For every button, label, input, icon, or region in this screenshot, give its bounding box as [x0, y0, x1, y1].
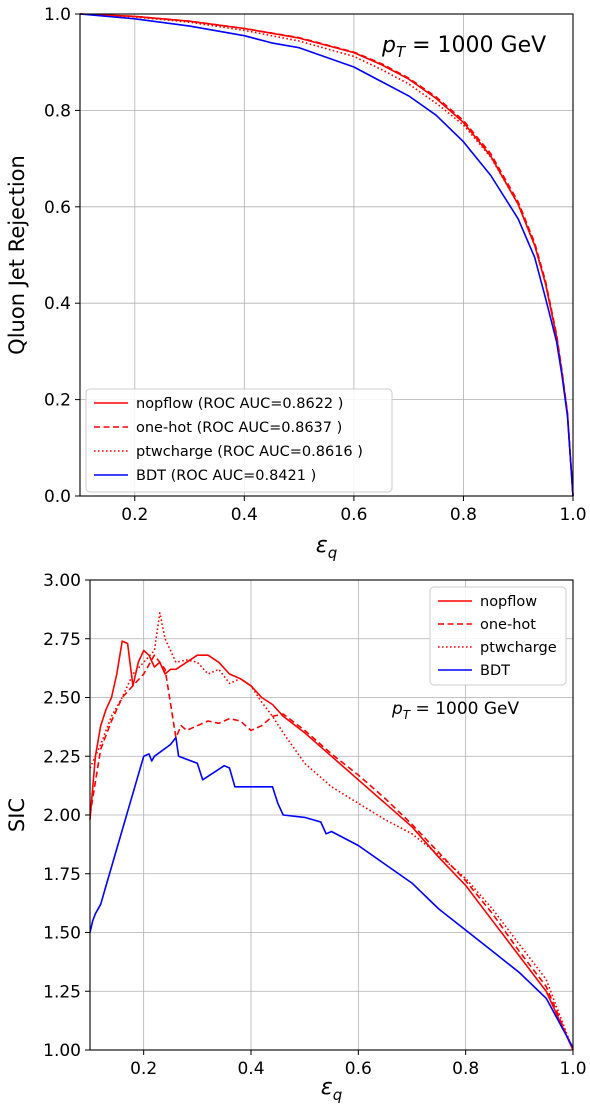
plot-frame: [79, 13, 574, 497]
series-lines: [79, 13, 574, 497]
legend-label: nopflow (ROC AUC=0.8622 ): [136, 396, 343, 412]
y-axis-label: SIC: [5, 798, 29, 832]
y-tick-label: 0.6: [44, 198, 71, 218]
y-tick-label: 3.00: [43, 571, 81, 591]
chart-1: 0.2 0.4 0.6 0.8 1.0 0.0 0.2 0.4 0.6 0.8 1.0 Qluon J…: [5, 5, 587, 562]
y-tick-label: 1.50: [43, 924, 81, 944]
axis-ticks: 0.2 0.4 0.6 0.8 1.0 0.0 0.2 0.4 0.6 0.8 1.0: [44, 5, 587, 525]
legend-label: ptwcharge (ROC AUC=0.8616 ): [136, 444, 363, 460]
x-tick-label: 0.4: [231, 505, 258, 525]
x-axis-label: εq: [321, 1075, 342, 1104]
y-tick-label: 2.75: [43, 630, 81, 650]
x-tick-label: 0.8: [452, 1059, 479, 1079]
legend-box: [429, 586, 567, 686]
series-line-one-hot: [79, 13, 574, 497]
axis-ticks: 0.2 0.4 0.6 0.8 1.0 1.00 1.25 1.50 1.75 2.00 2.25 2…: [43, 571, 586, 1079]
x-tick-label: 0.2: [121, 505, 148, 525]
x-tick-label: 0.6: [340, 505, 367, 525]
series-lines: [89, 612, 574, 1051]
x-axis-label: εq: [316, 533, 337, 562]
y-tick-label: 2.50: [43, 689, 81, 709]
legend-label: BDT: [480, 663, 510, 679]
y-tick-label: 1.75: [43, 865, 81, 885]
legend-label: one-hot (ROC AUC=0.8637 ): [136, 420, 342, 436]
pt-annotation: pT = 1000 GeV: [391, 699, 519, 722]
x-tick-label: 0.2: [130, 1059, 157, 1079]
x-tick-label: 0.4: [237, 1059, 264, 1079]
legend: nopflow (ROC AUC=0.8622 ) one-hot (ROC AU…: [85, 388, 393, 493]
y-tick-label: 1.0: [44, 5, 71, 25]
series-line-BDT: [89, 736, 574, 1049]
y-tick-label: 0.4: [44, 294, 71, 314]
legend-box: [85, 388, 393, 493]
series-line-ptwcharge: [89, 612, 574, 1051]
x-tick-label: 1.0: [559, 505, 586, 525]
series-line-one-hot: [89, 654, 574, 1051]
y-tick-label: 1.25: [43, 982, 81, 1002]
series-line-BDT: [79, 13, 574, 497]
legend-label: BDT (ROC AUC=0.8421 ): [136, 468, 316, 484]
series-line-nopflow: [89, 640, 574, 1051]
legend: nopflow one-hot ptwcharge BDT: [429, 586, 567, 686]
y-tick-label: 1.00: [43, 1041, 81, 1061]
pt-annotation: pT = 1000 GeV: [381, 33, 546, 61]
y-tick-label: 2.25: [43, 747, 81, 767]
y-tick-label: 0.2: [44, 391, 71, 411]
x-tick-label: 1.0: [559, 1059, 586, 1079]
y-tick-label: 2.00: [43, 806, 81, 826]
x-tick-label: 0.8: [450, 505, 477, 525]
y-tick-label: 0.0: [44, 487, 71, 507]
y-tick-label: 0.8: [44, 101, 71, 121]
legend-label: nopflow: [480, 594, 537, 610]
chart-2: 0.2 0.4 0.6 0.8 1.0 1.00 1.25 1.50 1.75 2.00 2.25 2…: [5, 571, 587, 1104]
legend-label: one-hot: [480, 617, 536, 633]
x-tick-label: 0.6: [345, 1059, 372, 1079]
y-axis-label: Qluon Jet Rejection: [5, 155, 29, 355]
legend-label: ptwcharge: [480, 640, 557, 656]
